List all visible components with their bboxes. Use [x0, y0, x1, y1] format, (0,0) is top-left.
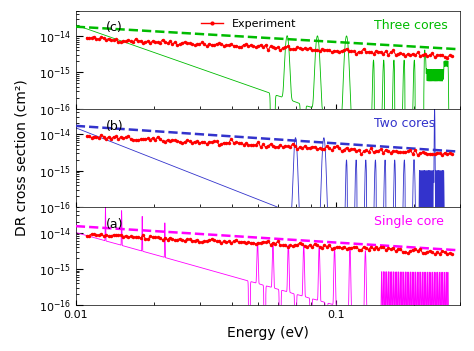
Text: (b): (b): [105, 120, 123, 133]
Text: Three cores: Three cores: [374, 19, 447, 32]
Text: Single core: Single core: [374, 215, 444, 228]
Text: Two cores: Two cores: [374, 117, 435, 130]
Text: DR cross section (cm²): DR cross section (cm²): [14, 80, 28, 236]
Text: (a): (a): [105, 218, 123, 231]
X-axis label: Energy (eV): Energy (eV): [227, 326, 309, 340]
Text: (c): (c): [105, 21, 122, 34]
Legend: Experiment: Experiment: [196, 14, 301, 33]
